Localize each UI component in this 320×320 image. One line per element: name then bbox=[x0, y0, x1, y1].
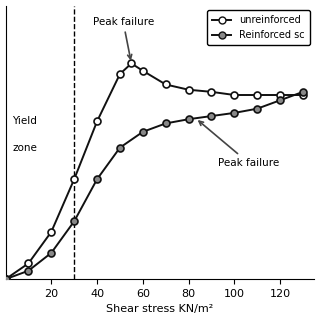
Legend: unreinforced, Reinforced sc: unreinforced, Reinforced sc bbox=[207, 11, 309, 45]
Text: Peak failure: Peak failure bbox=[199, 121, 280, 168]
Text: zone: zone bbox=[12, 143, 37, 153]
Text: Peak failure: Peak failure bbox=[92, 17, 154, 59]
X-axis label: Shear stress KN/m²: Shear stress KN/m² bbox=[106, 304, 214, 315]
Text: Yield: Yield bbox=[12, 116, 37, 126]
